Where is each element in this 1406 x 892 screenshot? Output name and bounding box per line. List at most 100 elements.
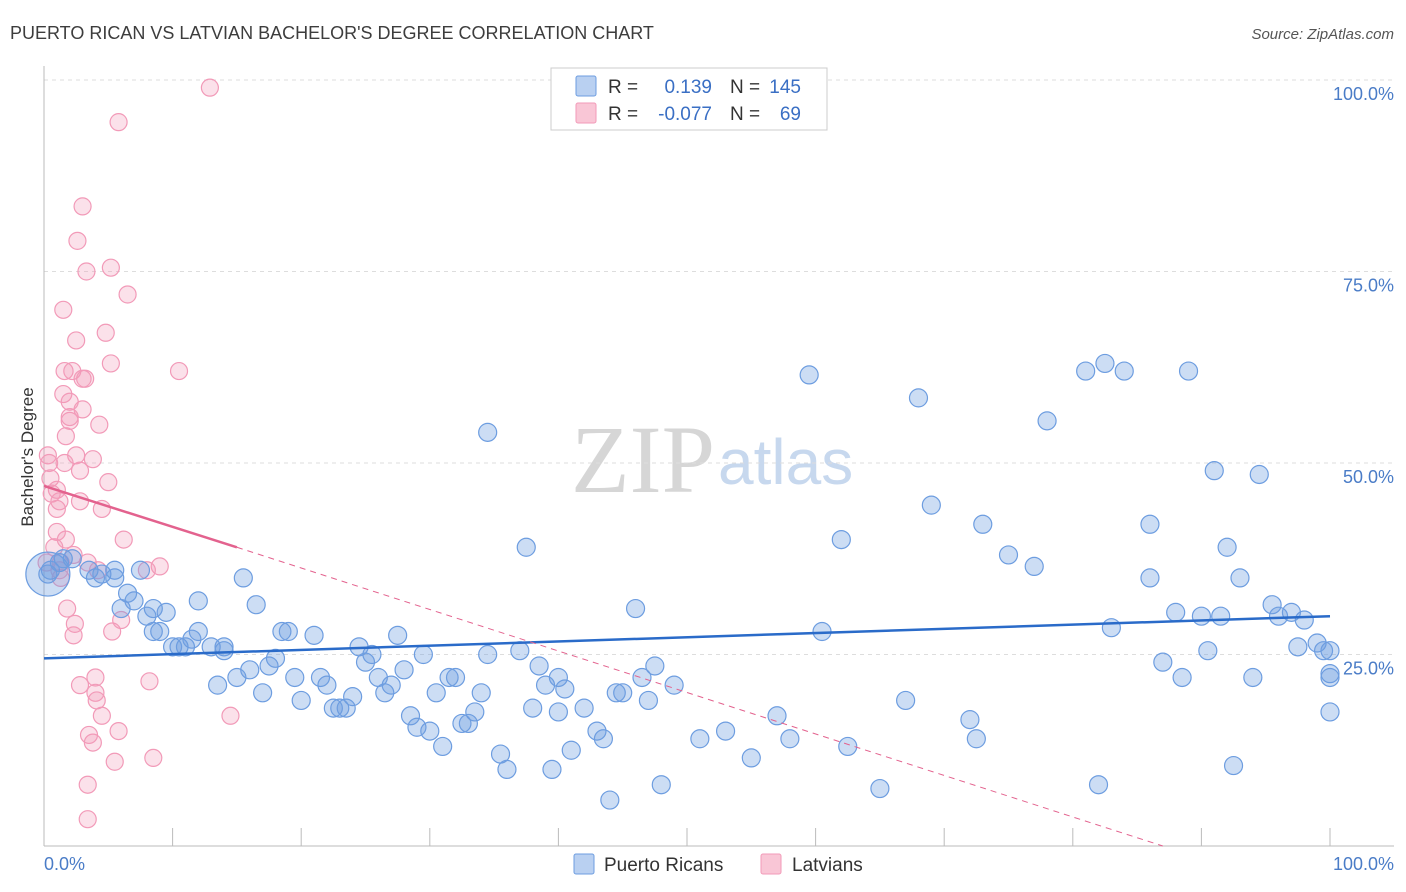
puerto-rican-point (304, 625, 324, 645)
puerto-rican-point (1037, 411, 1057, 431)
puerto-rican-point (664, 675, 684, 695)
latvian-point (56, 530, 75, 549)
puerto-rican-point (1211, 606, 1231, 626)
puerto-rican-point (330, 698, 350, 718)
puerto-rican-point (606, 683, 626, 703)
puerto-rican-point (381, 675, 401, 695)
puerto-rican-point (1230, 568, 1250, 588)
puerto-rican-point (1114, 361, 1134, 381)
latvian-point (77, 262, 96, 281)
latvian-point (114, 530, 133, 549)
puerto-rican-point (1249, 464, 1269, 485)
puerto-rican-point (1153, 652, 1173, 672)
puerto-rican-point (445, 667, 466, 688)
puerto-rican-point (400, 706, 421, 726)
puerto-rican-point (246, 595, 266, 615)
puerto-rican-point (645, 656, 665, 676)
chart-source: Source: ZipAtlas.com (1251, 26, 1394, 43)
latvians-trend-line (43, 484, 238, 549)
puerto-rican-point (310, 667, 331, 688)
puerto-rican-point (478, 644, 498, 665)
puerto-rican-point (973, 514, 993, 534)
watermark-atlas: atlas (718, 426, 853, 498)
puerto-rican-point (548, 702, 569, 722)
puerto-ricans-trend-line (43, 614, 1331, 660)
puerto-rican-point (741, 748, 761, 768)
latvian-point (67, 446, 86, 465)
puerto-rican-point (105, 568, 125, 588)
legend-label-latvians: Latvians (792, 855, 863, 876)
puerto-rican-point (1223, 755, 1244, 776)
puerto-rican-point (375, 683, 395, 703)
puerto-rican-point (1088, 775, 1109, 795)
puerto-rican-point (1268, 606, 1289, 626)
puerto-rican-point (233, 568, 253, 588)
latvian-point (56, 427, 75, 446)
puerto-rican-point (1313, 641, 1334, 661)
y-axis-label: Bachelor's Degree (18, 387, 37, 526)
puerto-rican-point (529, 656, 549, 676)
puerto-rican-point (317, 675, 337, 695)
stats-legend: R = 0.139 N = 145 R = -0.077 N = 69 (550, 67, 828, 131)
puerto-rican-point (130, 560, 151, 580)
latvian-point (60, 411, 79, 430)
latvian-point (73, 197, 92, 216)
latvian-point (55, 361, 74, 381)
puerto-rican-point (1320, 667, 1340, 688)
latvian-point (221, 706, 240, 725)
puerto-rican-point (593, 729, 614, 749)
x-tick-label-min: 0.0% (44, 854, 85, 874)
puerto-rican-point (1178, 361, 1199, 381)
puerto-rican-point (1172, 667, 1192, 688)
puerto-rican-point (182, 629, 202, 649)
puerto-rican-point (388, 625, 408, 645)
puerto-rican-point (291, 690, 311, 711)
puerto-rican-point (780, 729, 800, 749)
latvian-point (96, 323, 115, 342)
puerto-rican-point (117, 583, 138, 603)
puerto-rican-point (1217, 537, 1237, 557)
puerto-rican-point (767, 706, 787, 726)
latvian-point (76, 369, 95, 388)
latvian-point (86, 668, 105, 687)
latvian-point (109, 721, 128, 741)
latvian-point (169, 361, 189, 381)
puerto-rican-point (420, 721, 440, 741)
puerto-rican-point (1140, 568, 1160, 588)
puerto-rican-point (452, 713, 472, 734)
puerto-rican-point (632, 667, 652, 688)
pr-n-value: 145 (769, 77, 801, 98)
puerto-rican-point (638, 690, 659, 711)
puerto-rican-point (555, 679, 575, 699)
puerto-rican-point (510, 641, 530, 661)
latvian-point (83, 450, 102, 469)
latvian-point (90, 415, 109, 434)
puerto-rican-point (1166, 602, 1186, 622)
puerto-rican-point (1204, 461, 1224, 481)
puerto-rican-point (998, 545, 1019, 565)
latvian-point (87, 691, 106, 710)
watermark: ZIP atlas (571, 406, 853, 513)
puerto-rican-point (715, 721, 736, 741)
latvian-point (140, 672, 159, 691)
latvian-point (54, 300, 73, 319)
pr-r-value: 0.139 (664, 77, 712, 98)
latvian-point (105, 752, 124, 771)
puerto-rican-point (1320, 641, 1340, 661)
puerto-rican-point (613, 683, 633, 703)
puerto-rican-point (896, 690, 916, 711)
latvian-point (112, 610, 131, 630)
legend-swatch-latvians (760, 853, 782, 875)
puerto-rican-point (105, 560, 125, 580)
puerto-rican-point (908, 388, 929, 408)
watermark-zip: ZIP (571, 406, 715, 513)
latvian-point (83, 733, 102, 752)
puerto-rican-point (278, 621, 298, 642)
puerto-rican-point (690, 729, 710, 749)
stats-legend-box (550, 67, 828, 131)
puerto-rican-point (1198, 641, 1218, 661)
puerto-rican-point (548, 667, 569, 688)
latvian-point (109, 113, 128, 132)
lv-legend-swatch (575, 102, 597, 124)
